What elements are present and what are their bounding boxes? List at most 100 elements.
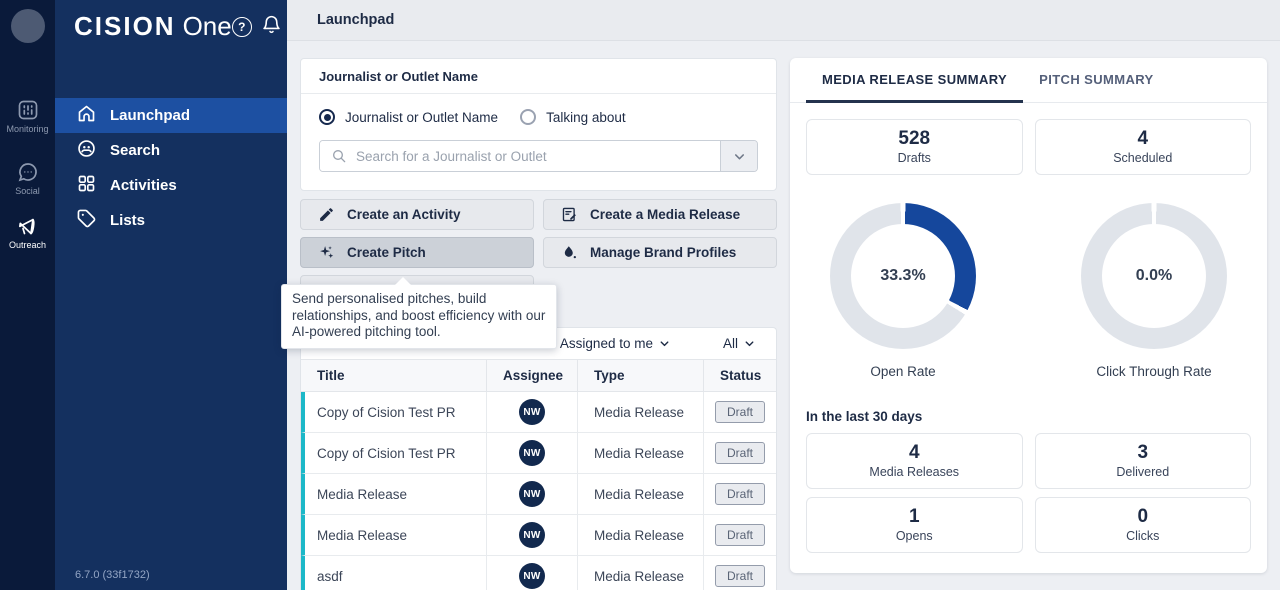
table-row[interactable]: asdf NW Media Release Draft	[301, 556, 776, 590]
row-title: Media Release	[305, 515, 487, 555]
module-rail: Monitoring Social Outreac	[0, 0, 55, 590]
search-icon	[331, 148, 347, 164]
open-rate-donut-chart: 33.3% Open Rate	[830, 203, 976, 379]
grid-icon	[76, 173, 97, 198]
status-badge[interactable]: Draft	[714, 483, 765, 505]
app-version: 6.7.0 (33f1732)	[75, 569, 150, 581]
table-row[interactable]: Copy of Cision Test PR NW Media Release …	[301, 392, 776, 433]
create-pitch-button[interactable]: Create Pitch	[300, 237, 534, 268]
donut-ring: 33.3%	[830, 203, 976, 349]
assignee-filter-dropdown[interactable]: Assigned to me	[560, 336, 671, 351]
stat-value: 1	[908, 506, 920, 527]
user-avatar[interactable]	[11, 9, 45, 43]
manage-brand-profiles-button[interactable]: Manage Brand Profiles	[543, 237, 777, 268]
sidebar-item-launchpad[interactable]: Launchpad	[55, 98, 287, 133]
sidebar: CISION One ? Launchpad	[55, 0, 287, 590]
radio-journalist-or-outlet[interactable]	[319, 109, 335, 125]
donut-caption: Click Through Rate	[1096, 364, 1212, 379]
stat-label: Scheduled	[1113, 151, 1173, 165]
stat-value: 528	[898, 128, 931, 149]
rail-item-monitoring[interactable]: Monitoring	[0, 98, 55, 134]
stat-value: 4	[1137, 128, 1149, 149]
row-title: Media Release	[305, 474, 487, 514]
stat-card-delivered: 3 Delivered	[1034, 433, 1251, 489]
assignee-avatar: NW	[519, 563, 545, 589]
sidebar-item-search[interactable]: Search	[55, 133, 287, 168]
rail-item-label: Outreach	[8, 240, 47, 250]
button-label: Manage Brand Profiles	[590, 245, 737, 260]
radio-talking-about[interactable]	[520, 109, 537, 125]
search-dropdown-button[interactable]	[720, 141, 757, 171]
click-through-rate-donut-chart: 0.0% Click Through Rate	[1081, 203, 1227, 379]
type-filter-label: All	[722, 336, 738, 351]
row-type: Media Release	[578, 474, 704, 514]
stat-card-scheduled: 4 Scheduled	[1034, 119, 1251, 175]
people-search-icon	[76, 138, 97, 163]
page-title: Launchpad	[317, 12, 395, 28]
table-row[interactable]: Media Release NW Media Release Draft	[301, 515, 776, 556]
sidebar-item-label: Lists	[110, 212, 146, 229]
brand-name-light: One	[182, 11, 232, 41]
page-header: Launchpad	[287, 0, 1280, 41]
stat-label: Delivered	[1116, 465, 1170, 479]
chevron-down-icon	[658, 337, 671, 350]
tab-pitch-summary[interactable]: PITCH SUMMARY	[1039, 71, 1154, 87]
stat-value: 3	[1137, 442, 1149, 463]
journalist-search-input[interactable]	[356, 148, 720, 164]
rail-item-outreach[interactable]: Outreach	[0, 214, 55, 250]
row-type: Media Release	[578, 515, 704, 555]
donut-center-value: 0.0%	[1135, 267, 1173, 284]
button-label: Create Pitch	[347, 245, 426, 260]
status-badge[interactable]: Draft	[714, 524, 765, 546]
brand-name-bold: CISION	[74, 11, 176, 41]
stat-card-opens: 1 Opens	[806, 497, 1023, 553]
tab-media-release-summary[interactable]: MEDIA RELEASE SUMMARY	[806, 58, 1024, 103]
summary-tabs: MEDIA RELEASE SUMMARY PITCH SUMMARY	[790, 58, 1267, 103]
column-header-type: Type	[578, 360, 704, 391]
table-row[interactable]: Media Release NW Media Release Draft	[301, 474, 776, 515]
help-icon[interactable]: ?	[231, 16, 252, 37]
stat-value: 4	[908, 442, 920, 463]
rail-item-social[interactable]: Social	[0, 160, 55, 196]
column-header-status: Status	[720, 368, 762, 383]
stat-value: 0	[1137, 506, 1149, 527]
rail-item-label: Monitoring	[6, 124, 49, 134]
donut-center-value: 33.3%	[880, 267, 926, 284]
button-label: Create an Activity	[347, 207, 461, 222]
stat-card-clicks: 0 Clicks	[1034, 497, 1251, 553]
column-header-title: Title	[301, 360, 487, 391]
chevron-down-icon	[743, 337, 756, 350]
sidebar-item-lists[interactable]: Lists	[55, 203, 287, 238]
sidebar-item-label: Launchpad	[110, 107, 191, 124]
notifications-bell-icon[interactable]	[261, 14, 282, 40]
assignee-avatar: NW	[519, 399, 545, 425]
type-filter-dropdown[interactable]: All	[723, 336, 756, 351]
tag-icon	[76, 208, 97, 233]
row-title: asdf	[305, 556, 487, 590]
create-activity-button[interactable]: Create an Activity	[300, 199, 534, 230]
brand-logo: CISION One ?	[55, 0, 287, 42]
sidebar-item-label: Search	[110, 142, 161, 159]
donut-caption: Open Rate	[870, 364, 936, 379]
sidebar-item-activities[interactable]: Activities	[55, 168, 287, 203]
assignee-filter-label: Assigned to me	[559, 336, 653, 351]
radio-label: Journalist or Outlet Name	[345, 109, 499, 125]
stat-card-media-releases: 4 Media Releases	[806, 433, 1023, 489]
radio-label: Talking about	[546, 109, 626, 125]
sidebar-nav: Launchpad Search	[55, 98, 287, 238]
status-badge[interactable]: Draft	[714, 401, 765, 423]
panel-title: Journalist or Outlet Name	[301, 59, 776, 94]
row-title: Copy of Cision Test PR	[305, 392, 487, 432]
table-row[interactable]: Copy of Cision Test PR NW Media Release …	[301, 433, 776, 474]
journalist-search-panel: Journalist or Outlet Name Journalist or …	[300, 58, 777, 191]
last-30-days-heading: In the last 30 days	[806, 409, 923, 424]
stat-label: Opens	[895, 529, 933, 543]
media-release-summary-panel: MEDIA RELEASE SUMMARY PITCH SUMMARY 528 …	[790, 58, 1267, 573]
status-badge[interactable]: Draft	[714, 442, 765, 464]
rail-item-label: Social	[15, 186, 40, 196]
monitoring-icon	[0, 98, 55, 122]
main-content: Launchpad Journalist or Outlet Name Jour…	[281, 0, 1280, 590]
create-media-release-button[interactable]: Create a Media Release	[543, 199, 777, 230]
status-badge[interactable]: Draft	[714, 565, 765, 587]
